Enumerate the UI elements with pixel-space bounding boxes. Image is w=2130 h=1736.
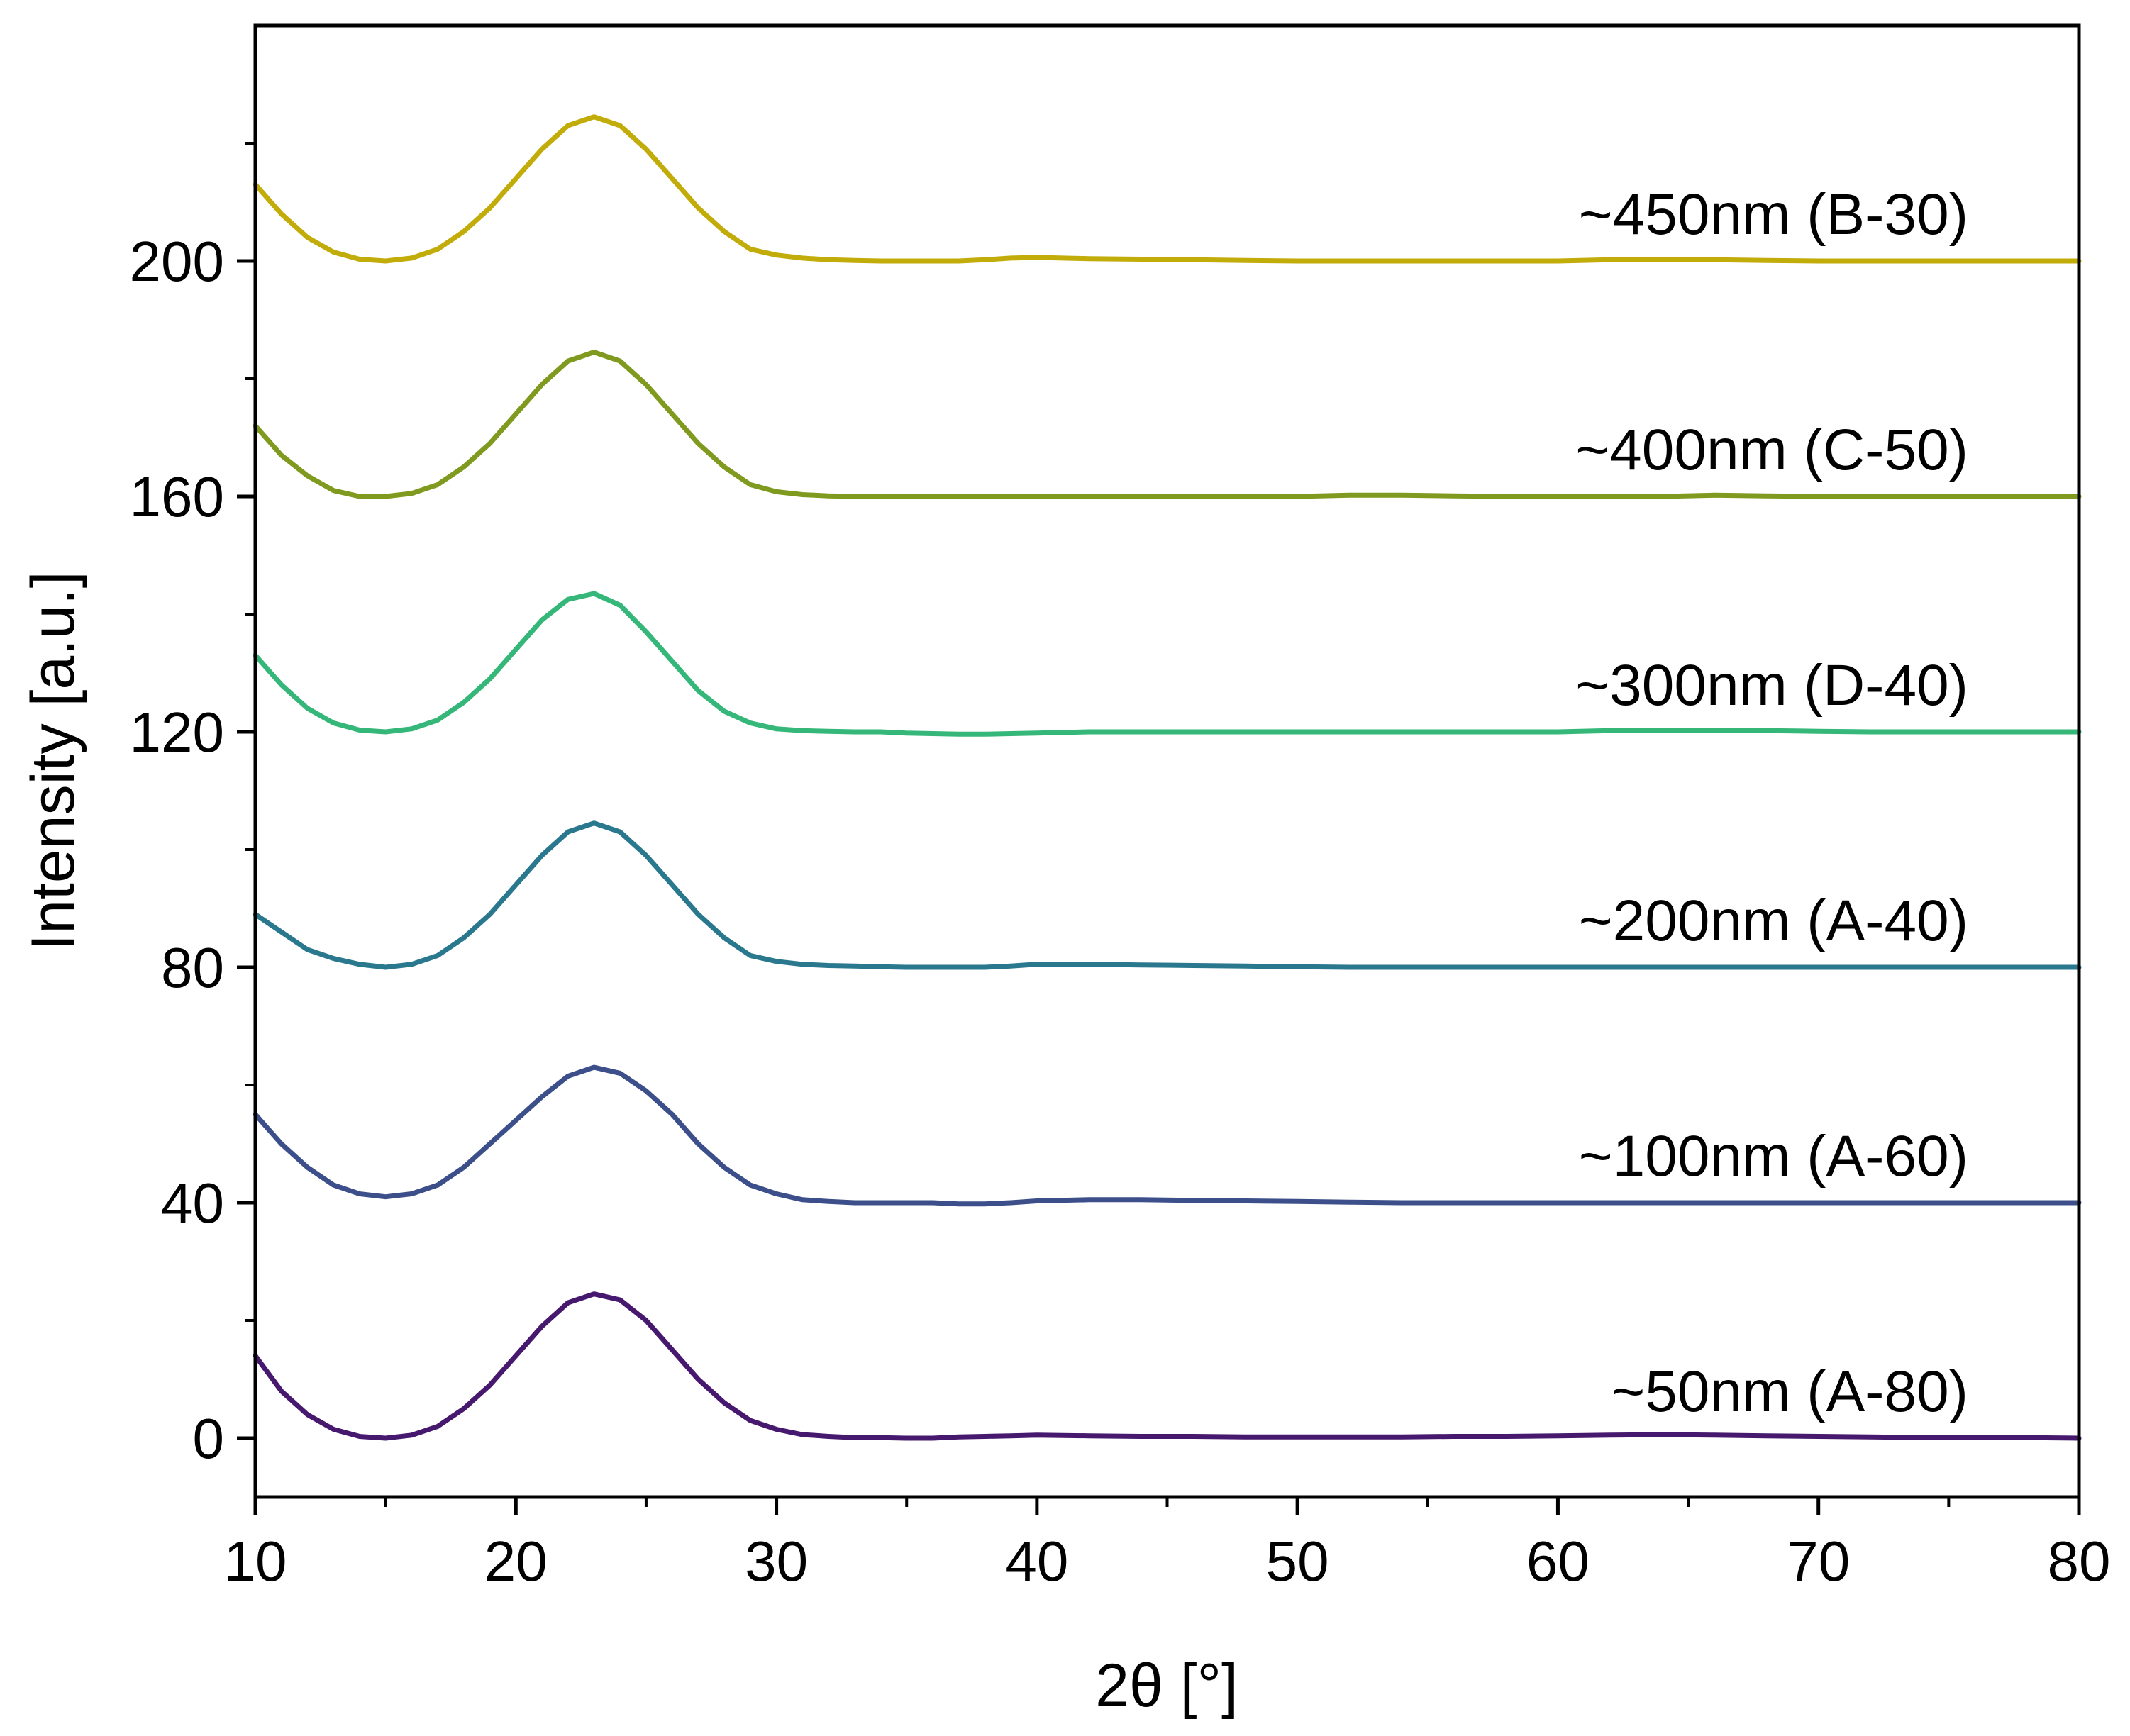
series-label-0: ~50nm (A-80)	[1611, 1359, 1968, 1424]
series-layer	[253, 114, 2082, 1441]
series-label-4: ~400nm (C-50)	[1575, 418, 1968, 482]
x-tick-label: 30	[745, 1530, 808, 1593]
y-tick-label: 0	[193, 1407, 225, 1470]
x-tick-label: 40	[1005, 1530, 1068, 1593]
series-line-5	[253, 114, 2082, 264]
x-tick-label: 50	[1266, 1530, 1329, 1593]
y-axis-title: Intensity [a.u.]	[19, 571, 87, 950]
y-tick-label: 160	[130, 465, 224, 528]
series-label-3: ~300nm (D-40)	[1575, 653, 1968, 718]
series-label-5: ~450nm (B-30)	[1579, 182, 1968, 247]
y-tick-label: 80	[161, 936, 224, 999]
plot-frame	[253, 23, 2081, 1499]
series-line-1	[253, 1064, 2082, 1207]
y-tick-label: 120	[130, 701, 224, 764]
x-tick-label: 70	[1787, 1530, 1850, 1593]
y-tick-label: 40	[161, 1172, 224, 1235]
x-tick-label: 20	[484, 1530, 548, 1593]
series-line-0	[253, 1291, 2082, 1441]
x-tick-label: 60	[1526, 1530, 1590, 1593]
x-axis-title: 2θ [°]	[1095, 1652, 1238, 1720]
series-line-3	[253, 591, 2082, 737]
x-tick-label: 80	[2048, 1530, 2111, 1593]
x-tick-label: 10	[224, 1530, 287, 1593]
series-label-2: ~200nm (A-40)	[1579, 889, 1968, 953]
series-label-1: ~100nm (A-60)	[1579, 1124, 1968, 1189]
series-line-2	[253, 820, 2082, 970]
series-labels: ~50nm (A-80) ~100nm (A-60) ~200nm (A-40) ~3…	[1575, 182, 1968, 1424]
y-tick-label: 200	[130, 230, 224, 293]
series-line-4	[253, 350, 2082, 499]
ticks-layer: 10 20 30 40 50 60 70 80 0 40 80 120 160 200	[130, 142, 2111, 1593]
